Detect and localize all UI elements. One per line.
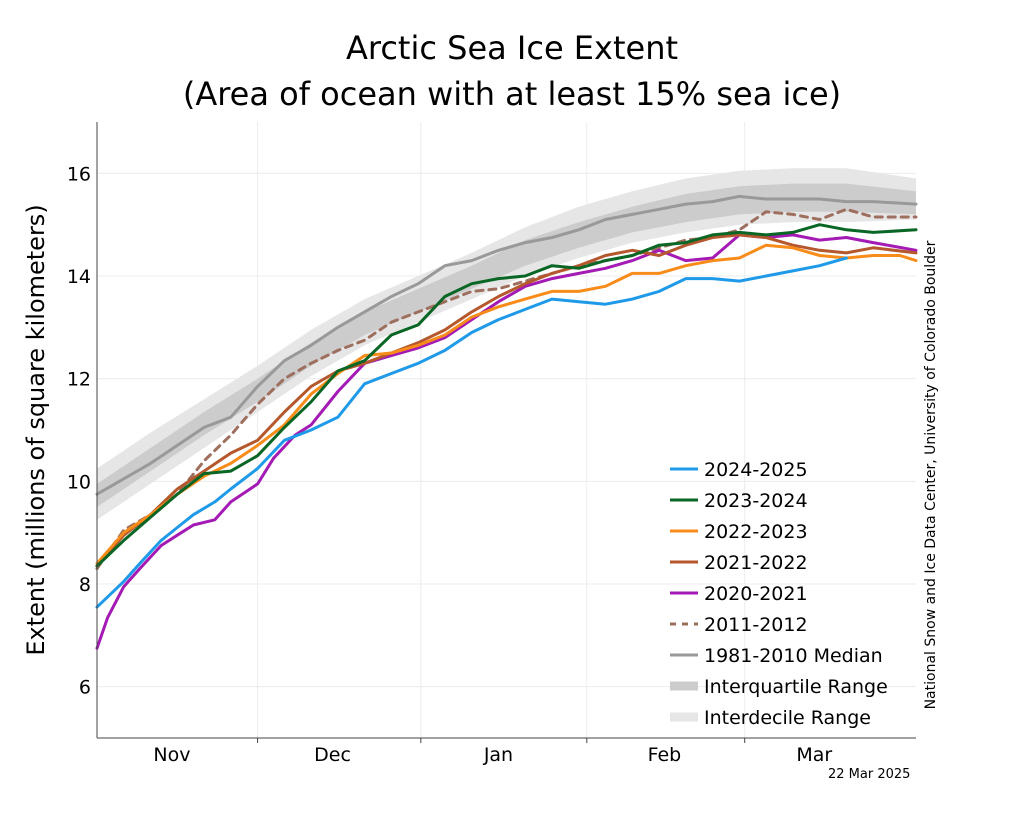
x-tick-label: Nov (153, 744, 190, 766)
legend-label-2022-2023: 2022-2023 (704, 521, 808, 543)
y-tick-label: 6 (79, 677, 91, 699)
series-line-2024-2025 (95, 256, 848, 609)
legend-label-2023-2024: 2023-2024 (704, 490, 808, 512)
y-tick-label: 12 (67, 369, 91, 391)
y-tick-label: 8 (79, 574, 91, 596)
y-tick-label: 14 (67, 266, 91, 288)
legend-label-1981-2010-median: 1981-2010 Median (704, 645, 883, 667)
chart-subtitle: (Area of ocean with at least 15% sea ice… (182, 75, 842, 113)
date-stamp: 22 Mar 2025 (828, 767, 911, 782)
series-line-2021-2022 (95, 233, 918, 568)
x-tick-label: Jan (483, 744, 513, 766)
y-tick-label: 16 (67, 163, 91, 185)
legend-label-interdecile-range: Interdecile Range (704, 707, 871, 729)
y-tick-label: 10 (67, 471, 91, 493)
x-tick-label: Mar (796, 744, 832, 766)
series-line-1981-2010-median (95, 194, 918, 496)
series-line-2023-2024 (95, 223, 918, 568)
x-tick-label: Dec (314, 744, 351, 766)
series-line-2022-2023 (95, 243, 918, 565)
x-tick-label: Feb (648, 744, 682, 766)
legend-label-2021-2022: 2021-2022 (704, 552, 808, 574)
legend-label-2020-2021: 2020-2021 (704, 583, 808, 605)
series-line-2011-2012 (95, 207, 918, 571)
legend-label-2024-2025: 2024-2025 (704, 459, 808, 481)
chart-title: Arctic Sea Ice Extent (345, 29, 679, 67)
legend-label-interquartile-range: Interquartile Range (704, 676, 888, 698)
legend-label-2011-2012: 2011-2012 (704, 614, 808, 636)
